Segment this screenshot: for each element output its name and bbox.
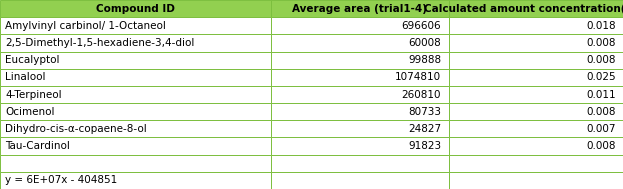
Text: Ocimenol: Ocimenol [5,107,54,117]
Bar [0,52,271,69]
Text: 60008: 60008 [408,38,441,48]
Text: 0.008: 0.008 [586,107,616,117]
Bar [0,172,271,189]
Text: Average area (trial1-4): Average area (trial1-4) [292,4,427,14]
Bar [0,137,271,155]
Text: 0.008: 0.008 [586,55,616,65]
Bar [271,103,449,120]
Bar [271,52,449,69]
Text: Linalool: Linalool [5,72,45,82]
Bar [271,137,449,155]
Bar [449,52,623,69]
Bar [449,34,623,52]
Bar [271,34,449,52]
Text: 696606: 696606 [401,21,441,31]
Text: 0.011: 0.011 [586,90,616,99]
Text: 0.008: 0.008 [586,38,616,48]
Bar [0,120,271,137]
Bar [449,155,623,172]
Text: Dihydro-cis-α-copaene-8-ol: Dihydro-cis-α-copaene-8-ol [5,124,147,134]
Bar [449,17,623,34]
Text: 1074810: 1074810 [395,72,441,82]
Bar [0,103,271,120]
Bar [271,86,449,103]
Bar [449,120,623,137]
Text: 0.025: 0.025 [586,72,616,82]
Bar [271,69,449,86]
Text: 0.008: 0.008 [586,141,616,151]
Text: Eucalyptol: Eucalyptol [5,55,59,65]
Text: Compound ID: Compound ID [96,4,175,14]
Text: 80733: 80733 [408,107,441,117]
Text: 24827: 24827 [408,124,441,134]
Bar [0,0,271,17]
Text: Amylvinyl carbinol/ 1-Octaneol: Amylvinyl carbinol/ 1-Octaneol [5,21,166,31]
Bar [271,17,449,34]
Bar [271,155,449,172]
Bar [449,86,623,103]
Bar [0,69,271,86]
Bar [271,120,449,137]
Bar [0,155,271,172]
Text: Calculated amount concentration(g/L): Calculated amount concentration(g/L) [424,4,623,14]
Text: 99888: 99888 [408,55,441,65]
Text: y = 6E+07x - 404851: y = 6E+07x - 404851 [5,175,117,185]
Bar [0,34,271,52]
Bar [449,0,623,17]
Bar [449,137,623,155]
Text: 2,5-Dimethyl-1,5-hexadiene-3,4-diol: 2,5-Dimethyl-1,5-hexadiene-3,4-diol [5,38,194,48]
Text: 260810: 260810 [402,90,441,99]
Bar [0,86,271,103]
Bar [0,17,271,34]
Bar [271,172,449,189]
Text: 0.007: 0.007 [586,124,616,134]
Text: 0.018: 0.018 [586,21,616,31]
Bar [271,0,449,17]
Text: 91823: 91823 [408,141,441,151]
Bar [449,103,623,120]
Text: 4-Terpineol: 4-Terpineol [5,90,62,99]
Text: Tau-Cardinol: Tau-Cardinol [5,141,70,151]
Bar [449,69,623,86]
Bar [449,172,623,189]
